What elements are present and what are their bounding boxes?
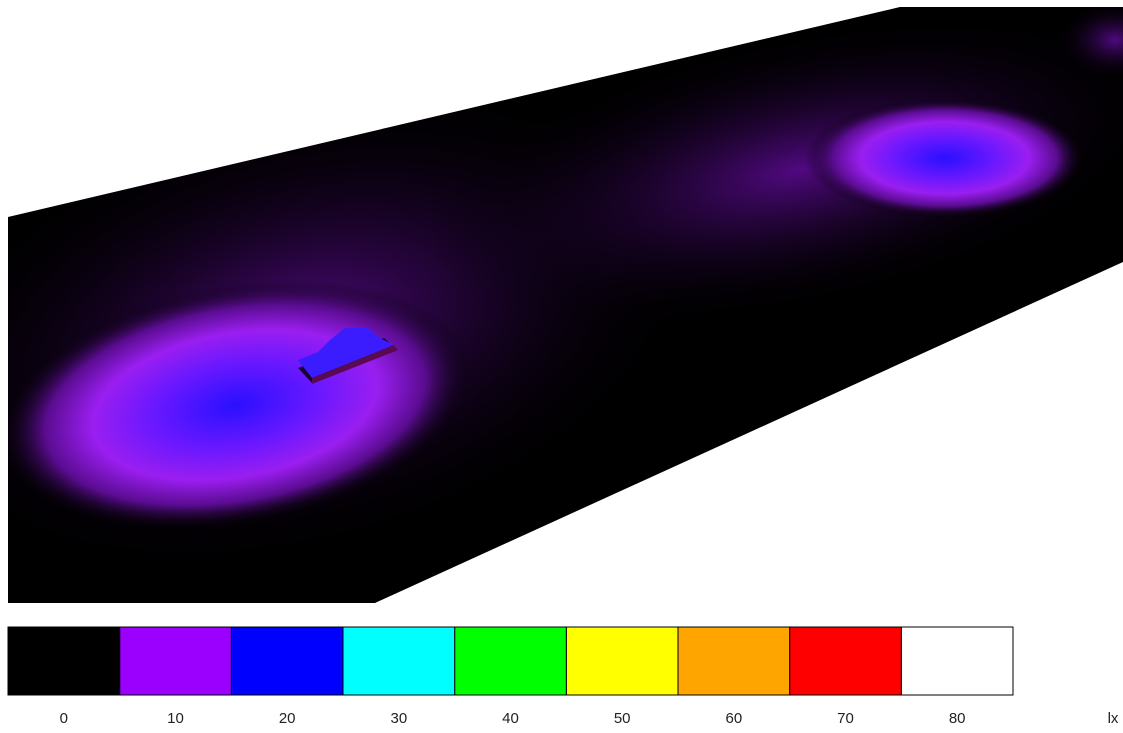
legend-unit: lx bbox=[1108, 710, 1119, 727]
legend: 80 70 60 50 40 30 20 10 0 lx bbox=[8, 627, 1119, 727]
legend-label: 20 bbox=[279, 710, 296, 727]
legend-label: 40 bbox=[502, 710, 519, 727]
legend-swatch bbox=[678, 627, 790, 695]
legend-label: 50 bbox=[614, 710, 631, 727]
legend-swatch bbox=[455, 627, 567, 695]
legend-label: 30 bbox=[390, 710, 407, 727]
legend-swatch bbox=[343, 627, 455, 695]
legend-swatch bbox=[901, 627, 1013, 695]
legend-label: 60 bbox=[725, 710, 742, 727]
road-surface bbox=[0, 0, 1123, 661]
legend-swatch bbox=[231, 627, 343, 695]
legend-label: 80 bbox=[949, 710, 966, 727]
legend-label: 70 bbox=[837, 710, 854, 727]
legend-swatch bbox=[8, 627, 120, 695]
legend-swatch bbox=[120, 627, 232, 695]
illuminance-view: 80 70 60 50 40 30 20 10 0 lx bbox=[0, 0, 1123, 733]
legend-label: 0 bbox=[60, 710, 68, 727]
legend-swatch bbox=[566, 627, 678, 695]
legend-label: 10 bbox=[167, 710, 184, 727]
legend-swatch bbox=[790, 627, 902, 695]
